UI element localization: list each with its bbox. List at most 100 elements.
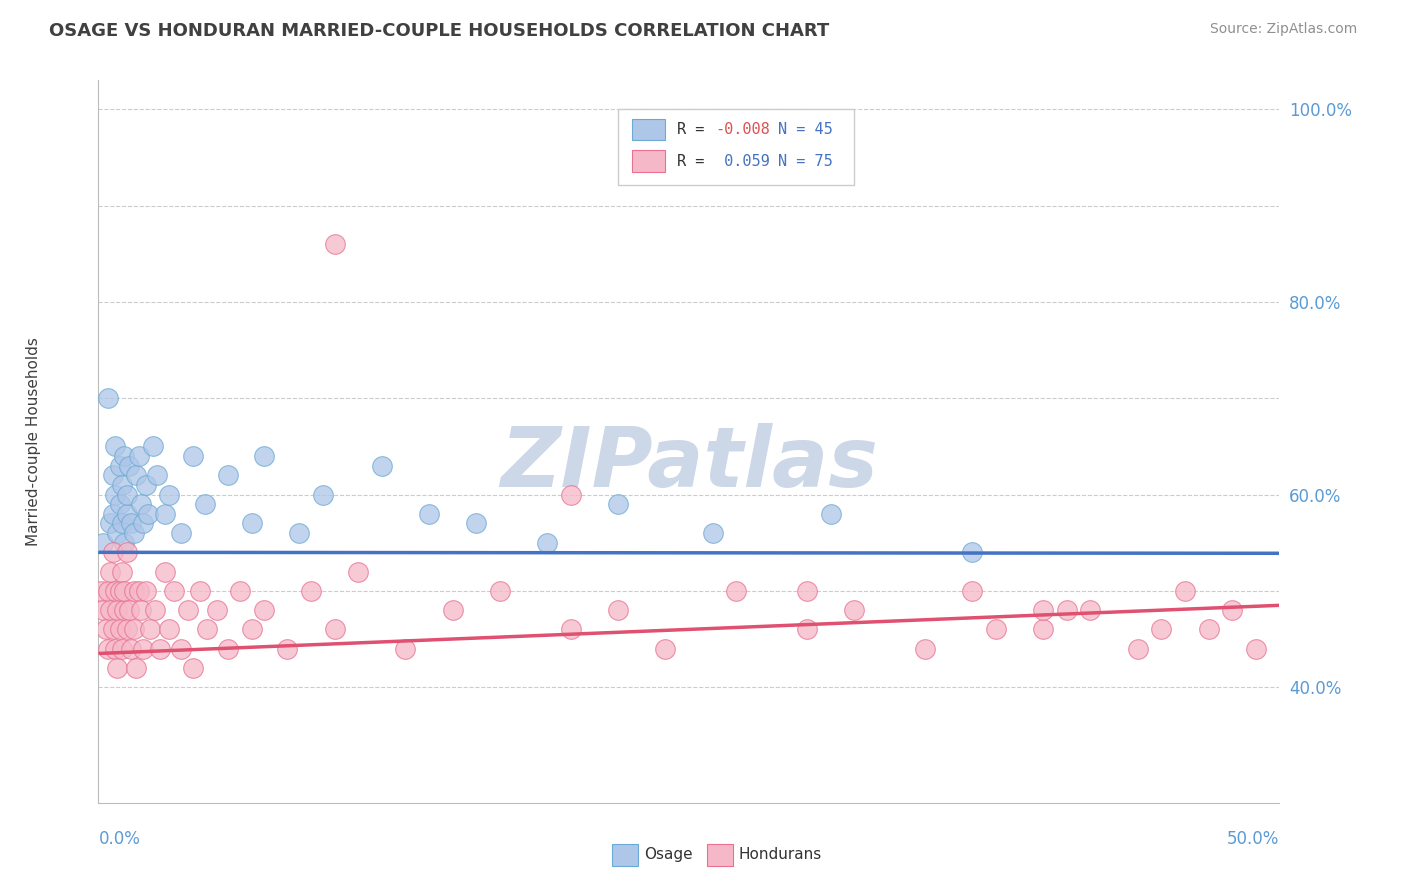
Point: [181, 661, 204, 675]
Point: [163, 583, 186, 598]
Point: [170, 641, 193, 656]
Point: [97, 391, 120, 405]
Text: R =: R =: [678, 122, 714, 136]
FancyBboxPatch shape: [707, 844, 733, 865]
Point: [118, 458, 141, 473]
Point: [115, 507, 138, 521]
Point: [796, 583, 818, 598]
Point: [125, 468, 148, 483]
Point: [139, 623, 162, 637]
Point: [111, 516, 134, 531]
Point: [914, 641, 936, 656]
Text: N = 45: N = 45: [778, 122, 832, 136]
Point: [1056, 603, 1078, 617]
Point: [115, 623, 138, 637]
Point: [104, 583, 127, 598]
Point: [115, 545, 138, 559]
Text: Source: ZipAtlas.com: Source: ZipAtlas.com: [1209, 22, 1357, 37]
Point: [112, 449, 135, 463]
Point: [132, 516, 155, 531]
Point: [149, 641, 172, 656]
Point: [796, 623, 818, 637]
Point: [108, 458, 131, 473]
Point: [122, 583, 145, 598]
Point: [142, 439, 165, 453]
Point: [112, 603, 135, 617]
Point: [205, 603, 228, 617]
Point: [560, 623, 582, 637]
Point: [323, 623, 346, 637]
Point: [105, 661, 128, 675]
Point: [536, 535, 558, 549]
Point: [654, 641, 676, 656]
Text: Osage: Osage: [644, 847, 693, 863]
Point: [323, 237, 346, 252]
Point: [607, 497, 630, 511]
Point: [136, 507, 159, 521]
Point: [111, 565, 134, 579]
Point: [105, 526, 128, 541]
Text: Hondurans: Hondurans: [738, 847, 821, 863]
Point: [98, 603, 121, 617]
Point: [394, 641, 416, 656]
Point: [418, 507, 440, 521]
Point: [962, 583, 984, 598]
FancyBboxPatch shape: [633, 119, 665, 140]
Point: [98, 516, 121, 531]
Point: [135, 583, 157, 598]
Point: [111, 641, 134, 656]
Point: [962, 545, 984, 559]
Point: [607, 603, 630, 617]
Point: [157, 623, 180, 637]
Point: [153, 507, 176, 521]
Point: [217, 468, 239, 483]
Point: [125, 661, 148, 675]
Point: [1220, 603, 1243, 617]
Point: [121, 516, 143, 531]
Text: OSAGE VS HONDURAN MARRIED-COUPLE HOUSEHOLDS CORRELATION CHART: OSAGE VS HONDURAN MARRIED-COUPLE HOUSEHO…: [49, 22, 830, 40]
Point: [984, 623, 1007, 637]
Point: [441, 603, 464, 617]
Point: [702, 526, 724, 541]
Point: [560, 487, 582, 501]
Point: [347, 565, 370, 579]
Point: [94, 623, 117, 637]
Point: [104, 439, 127, 453]
Point: [98, 565, 121, 579]
Point: [177, 603, 200, 617]
Point: [104, 487, 127, 501]
Point: [118, 603, 141, 617]
Point: [194, 497, 217, 511]
Point: [1198, 623, 1220, 637]
Point: [312, 487, 335, 501]
Point: [122, 623, 145, 637]
Point: [108, 583, 131, 598]
Point: [143, 603, 166, 617]
Point: [135, 478, 157, 492]
Text: 0.059: 0.059: [714, 153, 769, 169]
Point: [91, 535, 114, 549]
Point: [1126, 641, 1149, 656]
Point: [1032, 623, 1054, 637]
Point: [465, 516, 488, 531]
Point: [188, 583, 211, 598]
Point: [101, 507, 124, 521]
Point: [121, 641, 143, 656]
Point: [489, 583, 512, 598]
Point: [1150, 623, 1173, 637]
Point: [108, 623, 131, 637]
Point: [371, 458, 394, 473]
Point: [1080, 603, 1102, 617]
Point: [844, 603, 866, 617]
FancyBboxPatch shape: [612, 844, 638, 865]
Text: N = 75: N = 75: [778, 153, 832, 169]
Point: [128, 583, 150, 598]
Text: R =: R =: [678, 153, 714, 169]
Point: [725, 583, 748, 598]
FancyBboxPatch shape: [633, 151, 665, 172]
Point: [129, 497, 152, 511]
Point: [170, 526, 193, 541]
Point: [240, 516, 263, 531]
FancyBboxPatch shape: [619, 109, 855, 185]
Point: [90, 583, 112, 598]
